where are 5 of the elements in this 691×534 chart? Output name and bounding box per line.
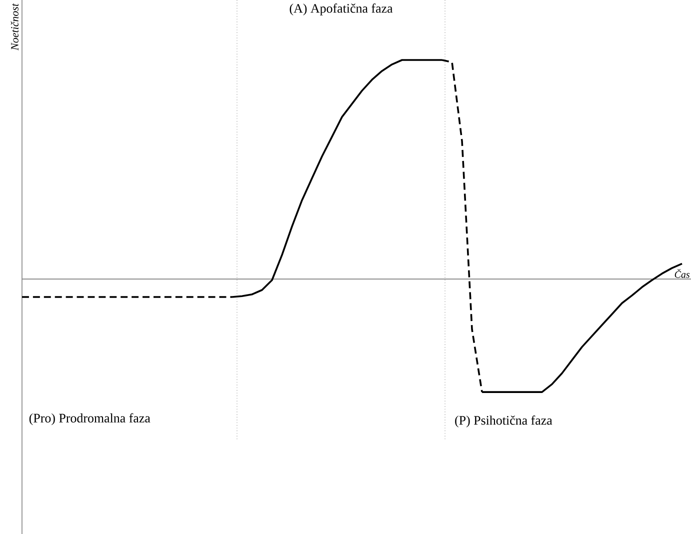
text: (A) Apofatična faza [290, 4, 393, 16]
x-axis-title: Čas [674, 269, 690, 278]
text: (P) Psihotična faza [455, 415, 552, 428]
text: (Pro) Prodromalna faza [29, 413, 150, 426]
y-axis-title: Noetičnost [10, 3, 18, 50]
